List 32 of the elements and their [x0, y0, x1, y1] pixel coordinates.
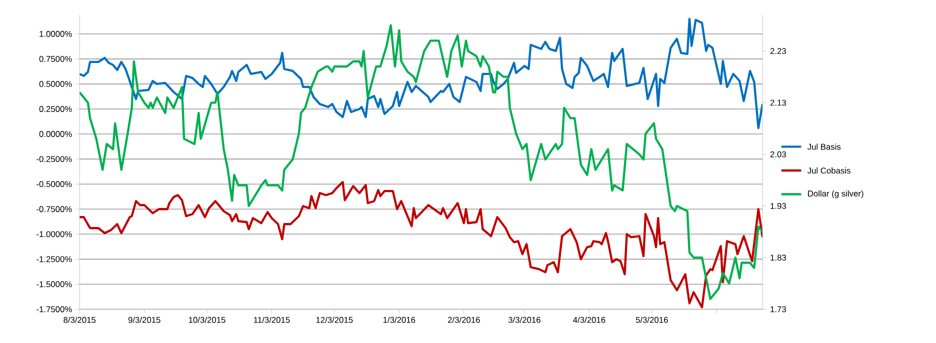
y-tick-label: 1.0000%: [40, 30, 72, 37]
y-tick-label: 0.7500%: [39, 56, 72, 62]
x-tick-label: 12/3/2015: [316, 316, 353, 323]
y-tick-label: 0.0000%: [39, 131, 72, 138]
y2-tick-label: 1.93: [770, 203, 786, 209]
y2-tick-label: 2.23: [770, 48, 786, 54]
x-tick-label: 5/3/2016: [636, 316, 668, 323]
y-tick-label: 0.2500%: [39, 106, 72, 112]
y2-tick-label: 2.13: [770, 100, 786, 106]
legend-label: Dollar (g silver): [808, 190, 864, 198]
y-tick-label: -0.2500%: [36, 156, 72, 162]
line-series: [80, 18, 763, 130]
y-tick-label: -0.5000%: [36, 181, 72, 188]
x-tick-label: 8/3/2015: [64, 316, 96, 323]
y-tick-label: -1.2500%: [36, 256, 72, 262]
y-tick-label: 0.5000%: [39, 81, 72, 87]
y-tick-label: -1.5000%: [36, 281, 72, 288]
x-tick-label: 9/3/2015: [128, 316, 160, 323]
x-tick-label: 10/3/2015: [188, 316, 226, 323]
x-tick-label: 4/3/2016: [573, 316, 606, 323]
y-tick-label: -0.7500%: [36, 206, 72, 212]
x-tick-label: 2/3/2016: [448, 316, 480, 323]
x-tick-label: 3/3/2016: [508, 316, 540, 323]
y-tick-label: -1.0000%: [36, 231, 72, 238]
legend-label: Jul Cobasis: [807, 167, 850, 174]
x-tick-label: 11/3/2015: [254, 316, 290, 323]
y-tick-label: -1.7500%: [36, 306, 72, 312]
y2-tick-label: 1.83: [770, 254, 786, 261]
x-tick-label: 1/3/2016: [383, 316, 416, 323]
legend-label: Jul Basis: [807, 144, 841, 150]
y2-tick-label: 2.03: [770, 151, 786, 158]
y2-tick-label: 1.73: [770, 306, 786, 312]
